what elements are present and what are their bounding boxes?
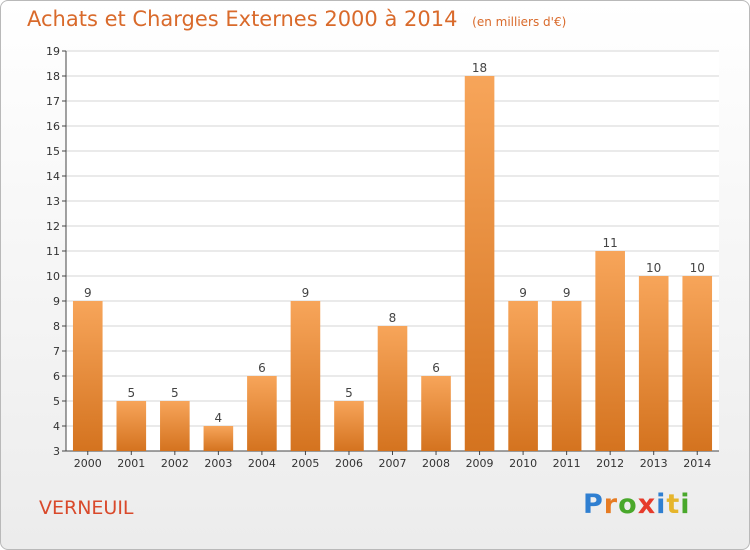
data-label: 9	[563, 286, 571, 300]
data-label: 10	[690, 261, 705, 275]
y-tick-label: 15	[46, 145, 60, 158]
bar	[160, 401, 190, 451]
data-label: 9	[519, 286, 527, 300]
bar	[508, 301, 538, 451]
data-label: 6	[432, 361, 440, 375]
y-tick-label: 11	[46, 245, 60, 258]
y-tick-label: 12	[46, 220, 60, 233]
x-tick-label: 2008	[422, 457, 450, 470]
y-tick-label: 6	[53, 370, 60, 383]
data-label: 5	[345, 386, 353, 400]
x-tick-label: 2002	[161, 457, 189, 470]
y-tick-label: 14	[46, 170, 60, 183]
logo-letter: r	[603, 489, 619, 520]
chart-title-text: Achats et Charges Externes 2000 à 2014	[27, 7, 458, 31]
data-label: 9	[302, 286, 310, 300]
y-tick-label: 10	[46, 270, 60, 283]
data-label: 4	[215, 411, 223, 425]
y-tick-label: 3	[53, 445, 60, 458]
y-tick-label: 17	[46, 95, 60, 108]
bar	[72, 301, 103, 451]
x-tick-label: 2012	[596, 457, 624, 470]
bar	[377, 326, 408, 451]
data-label: 18	[472, 61, 487, 75]
bar	[682, 276, 713, 451]
logo-letter: P	[583, 489, 604, 520]
x-tick-label: 2007	[379, 457, 407, 470]
y-tick-label: 4	[53, 420, 60, 433]
x-tick-label: 2010	[509, 457, 537, 470]
logo-letter: t	[666, 489, 681, 520]
y-tick-label: 9	[53, 295, 60, 308]
x-tick-label: 2005	[291, 457, 319, 470]
y-tick-label: 18	[46, 70, 60, 83]
x-tick-label: 2006	[335, 457, 363, 470]
y-tick-label: 8	[53, 320, 60, 333]
data-label: 11	[603, 236, 618, 250]
y-tick-label: 16	[46, 120, 60, 133]
x-tick-label: 2004	[248, 457, 276, 470]
chart-unit: (en milliers d'€)	[472, 15, 567, 29]
data-label: 8	[389, 311, 397, 325]
x-tick-label: 2014	[683, 457, 711, 470]
x-tick-label: 2013	[640, 457, 668, 470]
proxiti-logo: Proxiti	[583, 489, 691, 520]
bar	[551, 301, 582, 451]
x-tick-label: 2009	[466, 457, 494, 470]
bar	[421, 376, 451, 451]
bar	[464, 76, 495, 451]
data-label: 5	[171, 386, 179, 400]
y-tick-label: 7	[53, 345, 60, 358]
logo-letter: x	[637, 489, 657, 520]
data-label: 10	[646, 261, 661, 275]
data-label: 9	[84, 286, 92, 300]
x-tick-label: 2000	[74, 457, 102, 470]
bar	[203, 426, 234, 451]
data-label: 6	[258, 361, 266, 375]
bar	[116, 401, 147, 451]
data-label: 5	[127, 386, 135, 400]
logo-letter: o	[618, 489, 638, 520]
logo-letter: i	[680, 489, 691, 520]
bar	[247, 376, 277, 451]
y-tick-label: 13	[46, 195, 60, 208]
x-tick-label: 2001	[117, 457, 145, 470]
bar	[638, 276, 669, 451]
logo-letter: i	[656, 489, 667, 520]
bar	[290, 301, 321, 451]
bar	[595, 251, 625, 451]
y-tick-label: 5	[53, 395, 60, 408]
x-tick-label: 2011	[553, 457, 581, 470]
bar	[334, 401, 364, 451]
x-tick-label: 2003	[204, 457, 232, 470]
chart-title: Achats et Charges Externes 2000 à 2014 (…	[27, 7, 566, 31]
y-tick-label: 19	[46, 45, 60, 58]
city-name: VERNEUIL	[39, 497, 134, 519]
